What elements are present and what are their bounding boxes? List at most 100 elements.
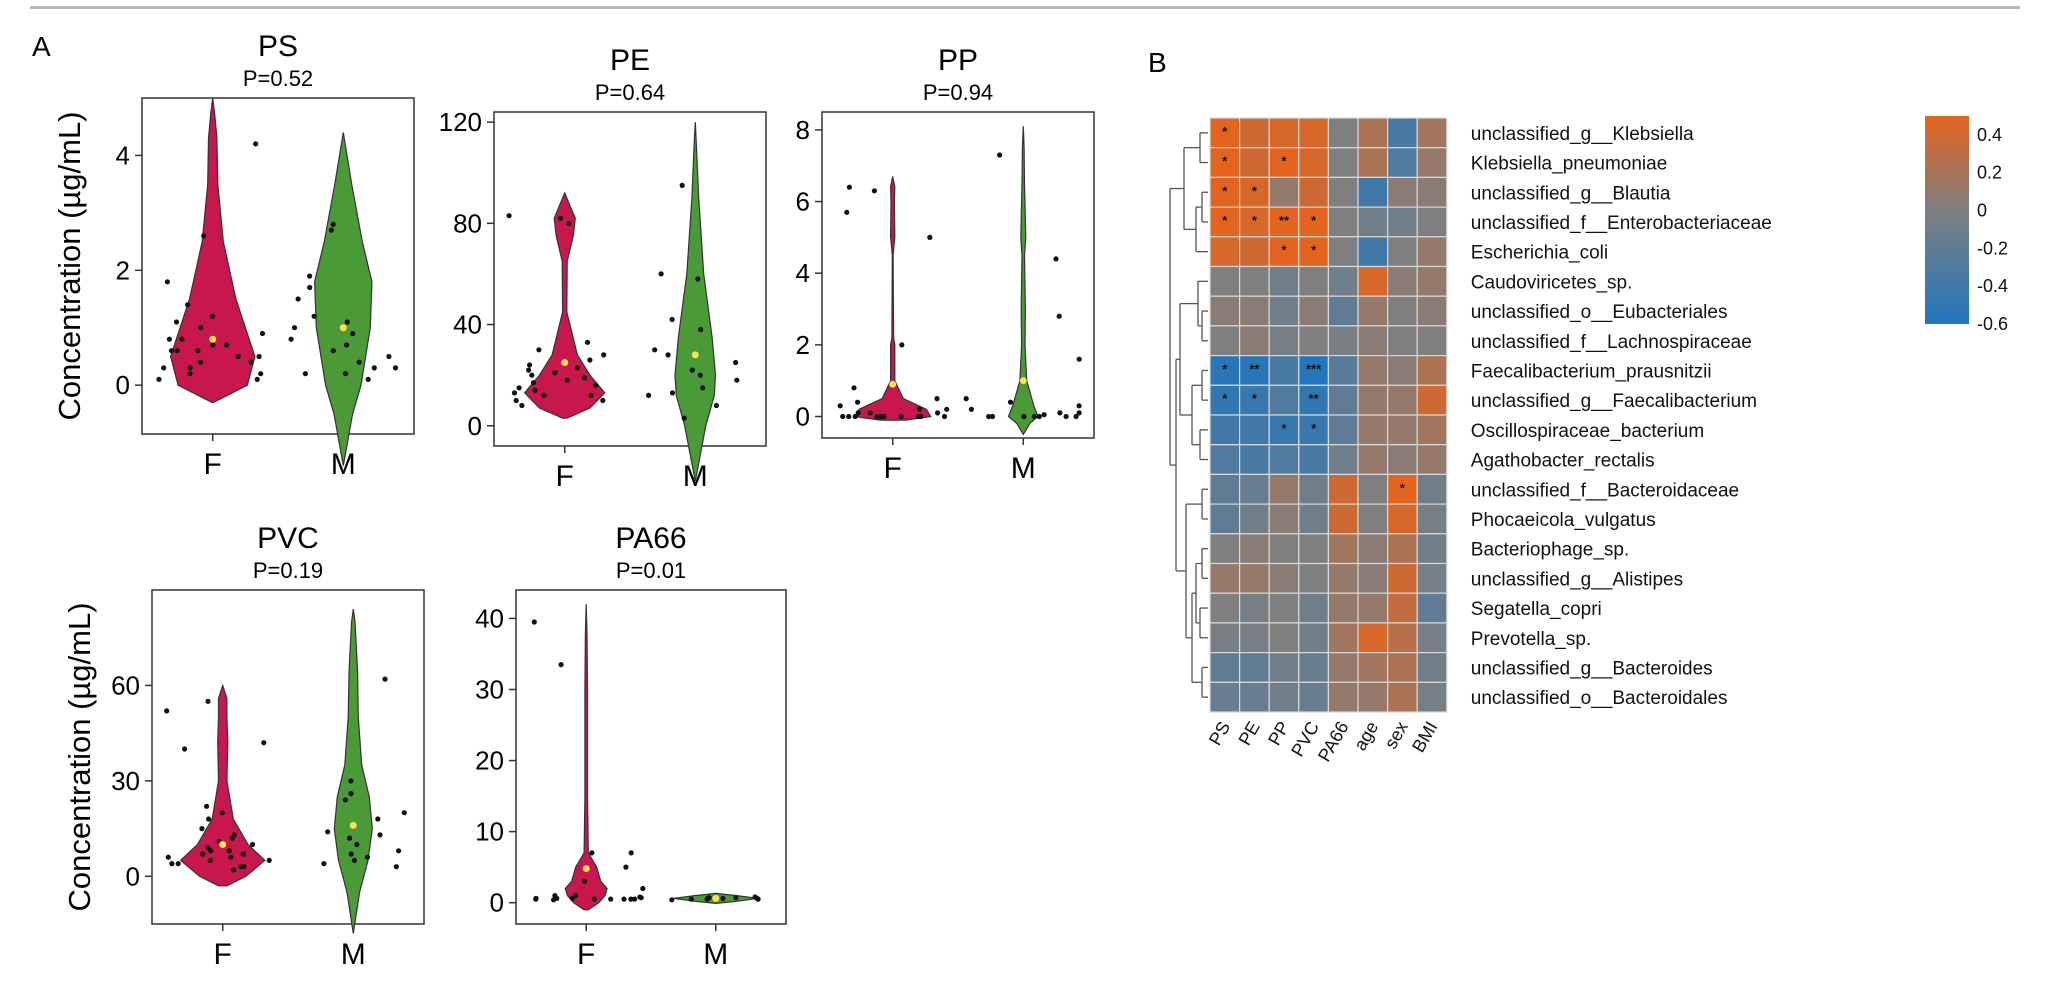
data-point — [1076, 403, 1082, 409]
heatmap-cell — [1238, 355, 1270, 386]
heatmap-cell — [1238, 562, 1270, 594]
data-point — [201, 233, 207, 239]
heatmap-cell — [1209, 681, 1241, 713]
data-point — [401, 810, 407, 816]
data-point — [1007, 399, 1014, 405]
heatmap-cell — [1327, 503, 1359, 535]
significance-mark: *** — [1306, 361, 1322, 376]
data-point — [206, 816, 212, 822]
data-point — [174, 348, 180, 354]
data-point — [210, 342, 216, 348]
plot-frame — [515, 589, 787, 925]
data-point — [566, 220, 572, 226]
data-point — [587, 357, 593, 363]
data-point — [396, 848, 402, 854]
mean-marker — [339, 324, 347, 332]
top-divider — [30, 6, 2020, 9]
heatmap-cell — [1357, 206, 1389, 238]
heatmap-cell — [1209, 384, 1241, 416]
heatmap-cell — [1209, 444, 1241, 476]
significance-mark: * — [1252, 183, 1258, 198]
data-point — [1057, 410, 1063, 416]
data-point — [532, 387, 538, 393]
data-point — [526, 367, 532, 373]
heatmap-cell — [1209, 325, 1241, 357]
heatmap-cell — [1298, 562, 1330, 594]
data-point — [588, 392, 594, 398]
data-point — [529, 372, 535, 378]
data-point — [637, 894, 643, 900]
data-point — [175, 861, 181, 867]
data-point — [551, 897, 557, 903]
data-point — [997, 152, 1003, 158]
row-label: unclassified_g__Blautia — [1471, 183, 1671, 204]
heatmap-cell — [1357, 473, 1389, 505]
heatmap-cell — [1268, 384, 1300, 416]
heatmap-cell — [1327, 414, 1359, 446]
heatmap-cell — [1357, 414, 1389, 446]
colorbar-tick-label: 0 — [1977, 201, 1987, 221]
heatmap-cell — [1268, 533, 1300, 565]
data-point — [311, 313, 317, 319]
heatmap-cell — [1238, 295, 1270, 327]
data-point — [351, 857, 358, 864]
data-point — [851, 385, 857, 391]
data-point — [867, 410, 873, 416]
data-point — [185, 302, 191, 308]
x-tick-label: F — [214, 938, 232, 971]
violin-f — [853, 176, 932, 421]
y-tick-label: 6 — [796, 187, 810, 217]
data-point — [224, 342, 230, 348]
heatmap-cell — [1386, 117, 1418, 149]
heatmap-cell — [1357, 236, 1389, 268]
significance-mark: * — [1252, 391, 1258, 406]
y-tick-label: 120 — [439, 107, 482, 137]
heatmap-cell — [1357, 325, 1389, 357]
heatmap-cell — [1238, 651, 1270, 683]
data-point — [1063, 413, 1069, 420]
y-axis-label: Concentration (µg/mL) — [52, 111, 87, 420]
heatmap-cell — [1209, 503, 1241, 535]
data-point — [706, 895, 712, 901]
heatmap-cell — [1327, 176, 1359, 208]
heatmap-cell — [1357, 444, 1389, 476]
y-tick-label: 0 — [116, 370, 130, 400]
heatmap-cell — [1327, 355, 1359, 386]
heatmap-cell — [1238, 176, 1270, 208]
data-point — [837, 403, 843, 409]
y-tick-label: 0 — [126, 861, 140, 891]
heatmap-cell — [1209, 236, 1241, 268]
data-point — [354, 841, 360, 848]
data-point — [235, 353, 241, 360]
heatmap-cell — [1298, 325, 1330, 357]
data-point — [166, 336, 172, 342]
heatmap-cell — [1357, 355, 1389, 386]
heatmap-cell — [1416, 355, 1448, 386]
mean-marker — [209, 335, 217, 343]
heatmap-cell — [1386, 622, 1418, 654]
heatmap-cell — [1209, 622, 1241, 654]
chart-title: PS — [258, 30, 298, 63]
heatmap-cell — [1357, 384, 1389, 416]
heatmap-cell — [1416, 651, 1448, 683]
heatmap-cell — [1357, 176, 1389, 208]
data-point — [844, 209, 850, 215]
significance-mark: * — [1311, 421, 1317, 436]
data-point — [1021, 413, 1027, 420]
data-point — [342, 797, 348, 803]
heatmap-cell — [1268, 236, 1300, 268]
data-point — [623, 864, 629, 870]
chart-title: PP — [938, 44, 978, 77]
data-point — [344, 319, 350, 325]
data-point — [640, 885, 646, 892]
heatmap-cell — [1386, 265, 1418, 297]
row-label: Phocaeicola_vulgatus — [1471, 510, 1656, 531]
plot-frame — [151, 589, 425, 925]
row-label: Faecalibacterium_prausnitzii — [1471, 361, 1712, 382]
data-point — [871, 188, 878, 194]
heatmap-cell — [1238, 622, 1270, 654]
data-point — [288, 336, 294, 342]
data-point — [375, 816, 381, 822]
heatmap-cell — [1416, 473, 1448, 505]
colorbar — [1925, 116, 1969, 324]
